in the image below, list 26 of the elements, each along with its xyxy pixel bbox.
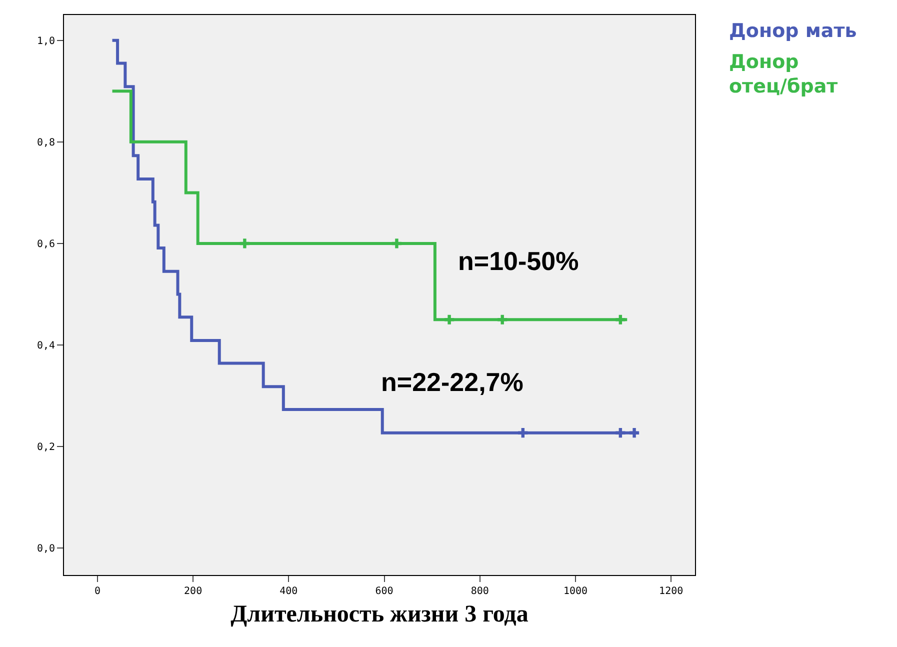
text: Донор мать [729,20,857,42]
annotation: n=10-50% [458,246,579,276]
point [240,238,250,248]
point [444,314,454,324]
point [518,428,528,438]
x-tick-label: 1200 [659,586,684,597]
x-tick-label: 600 [375,586,394,597]
x-tick-label: 400 [280,586,298,597]
y-tick-label: 0,4 [36,340,55,352]
x-axis-title: Длительность жизни 3 года [230,601,528,628]
y-tick-label: 0,8 [36,137,55,148]
y-tick-label: 0,0 [36,544,55,555]
x-tick-label: 1000 [563,586,588,597]
text: Донор отец/брат [729,51,838,98]
y-tick-label: 0,2 [36,442,55,454]
point [616,428,626,438]
x-tick-label: 200 [184,586,202,597]
y-tick-label: 0,6 [36,238,55,250]
y-tick-label: 1,0 [36,36,55,47]
point [616,314,626,324]
x-tick-label: 0 [94,586,100,597]
annotation: n=22-22,7% [381,367,524,397]
x-tick-label: 800 [470,586,489,597]
point [498,314,508,324]
point [392,238,402,248]
point [629,428,640,438]
